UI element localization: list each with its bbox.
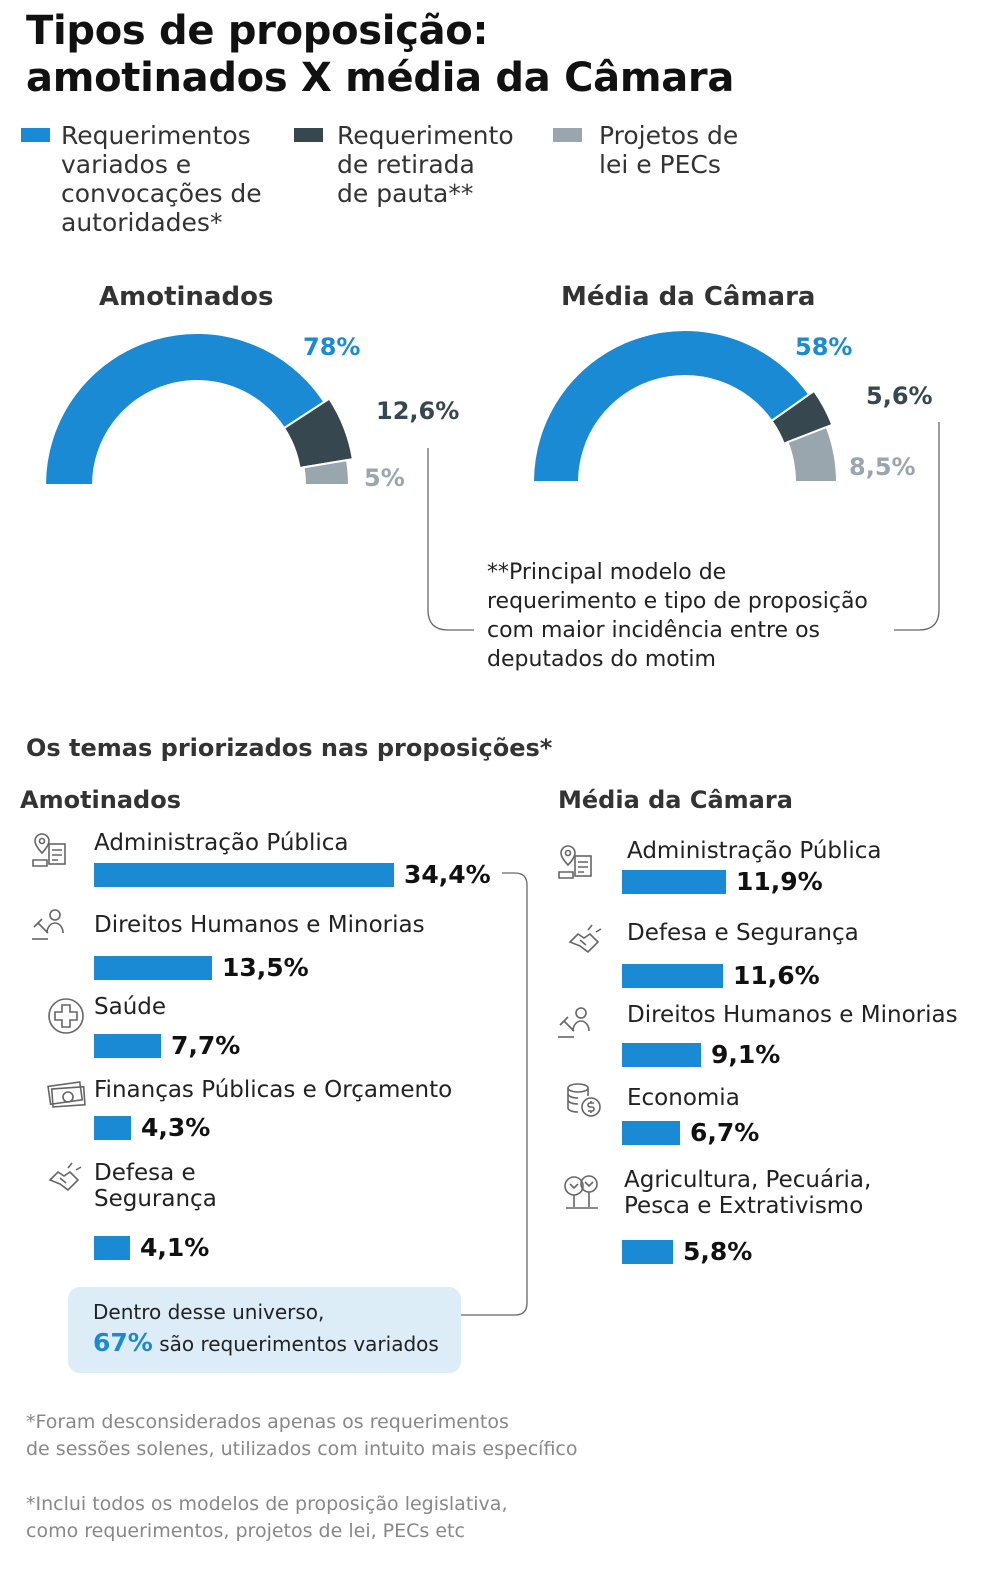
callout-line-1: Dentro desse universo, [93, 1300, 325, 1324]
note-bracket-right [894, 422, 940, 631]
justice-people-icon [30, 905, 70, 945]
donut-left-label-retirada: 12,6% [376, 397, 460, 425]
donut-right-label-projetos: 8,5% [849, 453, 916, 481]
bar-right-defesa-value: 11,6% [733, 961, 820, 990]
health-cross-icon [46, 996, 86, 1036]
callout-bracket [418, 872, 528, 1316]
legend-label-requerimentos: Requerimentos variados e convocações de … [61, 121, 262, 237]
bar-right-agricultura-value: 5,8% [683, 1237, 753, 1266]
donut-left-slice-requerimentos [43, 332, 326, 486]
theme-right-4-label: Economia [627, 1085, 740, 1111]
themes-left-title: Amotinados [20, 786, 182, 814]
bar-right-economia [622, 1121, 680, 1145]
bar-right-administracao [622, 870, 726, 894]
theme-left-1-label: Administração Pública [94, 830, 349, 856]
money-bills-icon [46, 1072, 86, 1112]
bar-left-defesa [94, 1236, 130, 1260]
theme-right-2-label: Defesa e Segurança [627, 920, 859, 946]
map-document-icon [30, 830, 70, 870]
donut-title-media: Média da Câmara [561, 282, 816, 312]
note-retirada-de-pauta: **Principal modelo de requerimento e tip… [487, 560, 868, 672]
donut-right-slice-requerimentos [531, 329, 811, 483]
legend-swatch-requerimentos [21, 128, 50, 142]
handshake-icon [46, 1160, 86, 1200]
bar-right-direitos-humanos-value: 9,1% [711, 1040, 781, 1069]
bar-right-administracao-value: 11,9% [736, 867, 823, 896]
bar-right-defesa [622, 964, 723, 988]
bar-right-direitos-humanos [622, 1043, 701, 1067]
bar-left-financas-value: 4,3% [141, 1113, 211, 1142]
theme-left-5-label: Defesa e Segurança [94, 1160, 217, 1212]
map-document-icon [556, 842, 596, 882]
donut-title-amotinados: Amotinados [99, 282, 274, 312]
themes-right-title: Média da Câmara [558, 786, 793, 814]
donut-right-slice-projetos [786, 425, 839, 483]
donut-left-slice-projetos [302, 458, 351, 486]
themes-section-title: Os temas priorizados nas proposições* [26, 734, 553, 762]
bar-left-administracao-value: 34,4% [404, 860, 491, 889]
bar-left-direitos-humanos [94, 956, 212, 980]
callout-line-2-rest: são requerimentos variados [159, 1332, 439, 1356]
callout-box [68, 1287, 461, 1373]
title-line-2: amotinados X média da Câmara [26, 55, 735, 101]
note-bracket-left [427, 448, 474, 631]
donut-right-label-retirada: 5,6% [866, 382, 933, 410]
bar-left-direitos-humanos-value: 13,5% [222, 953, 309, 982]
title-line-1: Tipos de proposição: [26, 8, 489, 54]
trees-icon [562, 1172, 602, 1212]
donut-chart-amotinados [43, 332, 355, 486]
bar-right-economia-value: 6,7% [690, 1118, 760, 1147]
theme-right-5-label: Agricultura, Pecuária, Pesca e Extrativi… [624, 1167, 872, 1219]
theme-left-2-label: Direitos Humanos e Minorias [94, 912, 425, 938]
bar-left-saude [94, 1034, 161, 1058]
page-title: Tipos de proposição: amotinados X média … [26, 8, 734, 102]
theme-left-4-label: Finanças Públicas e Orçamento [94, 1077, 453, 1103]
donut-left-label-projetos: 5% [364, 464, 405, 492]
bar-left-administracao [94, 863, 394, 887]
donut-right-label-requerimentos: 58% [795, 333, 853, 361]
theme-right-1-label: Administração Pública [627, 838, 882, 864]
legend-label-projetos: Projetos de lei e PECs [599, 121, 739, 179]
handshake-icon [566, 922, 606, 962]
donut-chart-media [531, 329, 839, 483]
bar-left-financas [94, 1116, 131, 1140]
bar-left-saude-value: 7,7% [171, 1031, 241, 1060]
justice-people-icon [556, 1003, 596, 1043]
theme-right-3-label: Direitos Humanos e Minorias [627, 1002, 958, 1028]
donut-left-label-requerimentos: 78% [303, 333, 361, 361]
callout-line-2: 67% são requerimentos variados [93, 1328, 439, 1357]
coins-icon [564, 1080, 604, 1120]
legend-swatch-retirada [294, 128, 323, 142]
theme-left-3-label: Saúde [94, 994, 167, 1020]
bar-right-agricultura [622, 1240, 673, 1264]
footnote-2: *Inclui todos os modelos de proposição l… [26, 1493, 508, 1542]
legend-label-retirada: Requerimento de retirada de pauta** [337, 121, 514, 208]
footnote-1: *Foram desconsiderados apenas os requeri… [26, 1411, 578, 1460]
callout-highlight: 67% [93, 1328, 153, 1357]
bar-left-defesa-value: 4,1% [140, 1233, 210, 1262]
legend-swatch-projetos [553, 128, 582, 142]
